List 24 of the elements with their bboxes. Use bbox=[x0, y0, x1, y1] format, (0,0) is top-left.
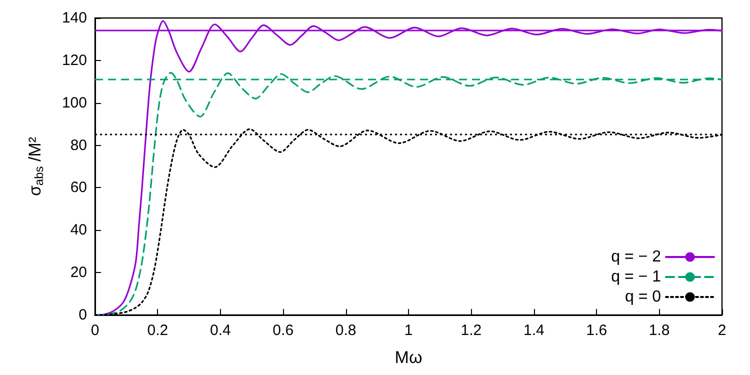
y-tick-label: 40 bbox=[70, 222, 87, 239]
y-tick-label: 0 bbox=[78, 306, 87, 324]
legend-label: q = − 2 bbox=[611, 248, 662, 266]
x-tick-label: 1.8 bbox=[648, 322, 670, 339]
y-tick-label: 100 bbox=[62, 94, 87, 112]
y-axis-title: σabs /M² bbox=[26, 136, 46, 196]
x-tick-label: 1.6 bbox=[586, 322, 608, 339]
legend-label: q = − 1 bbox=[611, 268, 662, 286]
y-tick-label: 120 bbox=[62, 52, 87, 69]
x-tick-label: 2 bbox=[718, 322, 726, 339]
x-tick-label: 0 bbox=[90, 322, 100, 339]
x-tick-label: 0.6 bbox=[272, 322, 294, 339]
x-tick-label: 0.4 bbox=[210, 322, 231, 339]
x-tick-label: 1.2 bbox=[460, 322, 482, 339]
x-axis-title: Mω bbox=[394, 348, 422, 367]
x-tick-label: 0.2 bbox=[147, 322, 168, 339]
y-tick-label: 60 bbox=[70, 179, 87, 196]
x-tick-label: 1.4 bbox=[523, 322, 544, 339]
x-tick-label: 1 bbox=[404, 322, 413, 339]
y-tick-label: 140 bbox=[62, 10, 87, 26]
y-tick-label: 80 bbox=[70, 136, 87, 154]
x-tick-label: 0.8 bbox=[335, 322, 356, 339]
y-tick-label: 20 bbox=[70, 264, 87, 282]
legend-label: q = 0 bbox=[624, 288, 662, 306]
